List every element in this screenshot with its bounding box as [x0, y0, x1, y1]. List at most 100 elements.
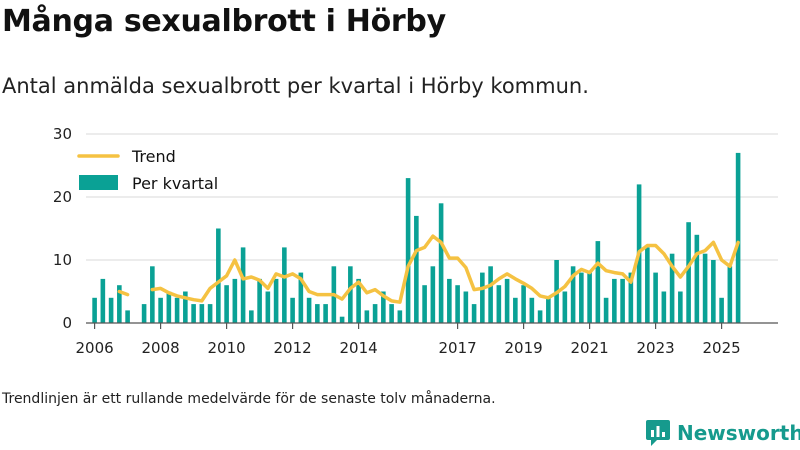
bar-line-chart: 0 10 20 30 2006 2008 2010 2012 2014 2017 2019 2021 2… [53, 125, 778, 357]
x-tick-label: 2019 [505, 339, 543, 357]
bar [529, 297, 535, 323]
x-tick-label: 2025 [703, 339, 741, 357]
bar [612, 278, 617, 323]
bar [702, 253, 708, 323]
bar [257, 278, 262, 323]
bar [183, 291, 188, 323]
x-tick-label: 2008 [142, 339, 180, 357]
bar [273, 278, 279, 323]
bar [628, 272, 634, 323]
bar [711, 260, 716, 323]
bar [603, 297, 609, 323]
bar [224, 285, 229, 323]
x-tick-label: 2021 [571, 339, 609, 357]
bar [166, 291, 172, 323]
bar [92, 297, 97, 323]
bar [117, 285, 122, 323]
bar [488, 266, 493, 323]
y-tick-label: 30 [53, 125, 72, 143]
bar [546, 297, 551, 323]
bar [100, 278, 106, 323]
bar [694, 234, 700, 323]
bar [595, 241, 601, 323]
bar [587, 272, 592, 323]
bar [364, 310, 370, 323]
trend-line [150, 234, 740, 304]
bar [669, 253, 675, 323]
bar [249, 310, 254, 323]
bar [521, 285, 526, 323]
bar [306, 297, 312, 323]
bar [653, 272, 658, 323]
footnote: Trendlinjen är ett rullande medelvärde f… [2, 391, 496, 407]
x-tick-label: 2017 [439, 339, 477, 357]
bar [372, 304, 378, 323]
x-tick-label: 2006 [76, 339, 114, 357]
bar [298, 272, 304, 323]
bar [150, 266, 155, 323]
bar [455, 285, 460, 323]
bar [661, 291, 667, 323]
y-tick-label: 20 [53, 188, 72, 206]
bar [315, 304, 320, 323]
bar [570, 266, 576, 323]
bar [232, 278, 238, 323]
brand-name: Newsworthy [677, 421, 800, 445]
bar [108, 297, 114, 323]
bar [579, 272, 584, 323]
x-tick-label: 2010 [208, 339, 246, 357]
y-tick-label: 0 [62, 314, 72, 332]
bar [678, 291, 683, 323]
x-tick-label: 2014 [340, 339, 378, 357]
chart-subtitle: Antal anmälda sexualbrott per kvartal i … [2, 74, 589, 98]
bar [504, 278, 510, 323]
bar [125, 310, 130, 323]
bar [562, 291, 568, 323]
bar [290, 297, 295, 323]
bar [207, 304, 213, 323]
bar [414, 215, 419, 323]
bar [513, 297, 518, 323]
legend-bar-label: Per kvartal [132, 174, 218, 193]
bar [645, 247, 650, 323]
bar [620, 278, 625, 323]
bar [199, 304, 205, 323]
bar [438, 203, 444, 323]
newsworthy-icon [646, 420, 670, 446]
bar [174, 297, 180, 323]
bar [339, 316, 345, 323]
trend-line [117, 289, 130, 297]
bar [348, 266, 353, 323]
bar [356, 278, 361, 323]
bar [158, 297, 163, 323]
newsworthy-logo[interactable]: Newsworthy [645, 418, 800, 448]
bar [282, 247, 287, 323]
bar [430, 266, 436, 323]
bar [471, 304, 477, 323]
bar [240, 247, 246, 323]
bar [727, 266, 733, 323]
bar [735, 152, 741, 323]
bar [381, 291, 386, 323]
legend-trend-label: Trend [131, 147, 176, 166]
bar [686, 222, 691, 323]
chart-title: Många sexualbrott i Hörby [2, 4, 446, 39]
legend-bar-swatch [79, 175, 118, 190]
bar [537, 310, 543, 323]
bar [422, 285, 427, 323]
bar [480, 272, 485, 323]
bar [447, 278, 452, 323]
x-tick-label: 2023 [637, 339, 675, 357]
bar [463, 291, 469, 323]
x-tick-label: 2012 [274, 339, 312, 357]
bar [397, 310, 403, 323]
bar [496, 285, 502, 323]
bar [265, 291, 271, 323]
bar [389, 304, 394, 323]
bar [323, 304, 328, 323]
bar [141, 304, 147, 323]
bar [191, 304, 196, 323]
y-tick-label: 10 [53, 251, 72, 269]
bar [216, 228, 221, 323]
bar [405, 178, 411, 323]
